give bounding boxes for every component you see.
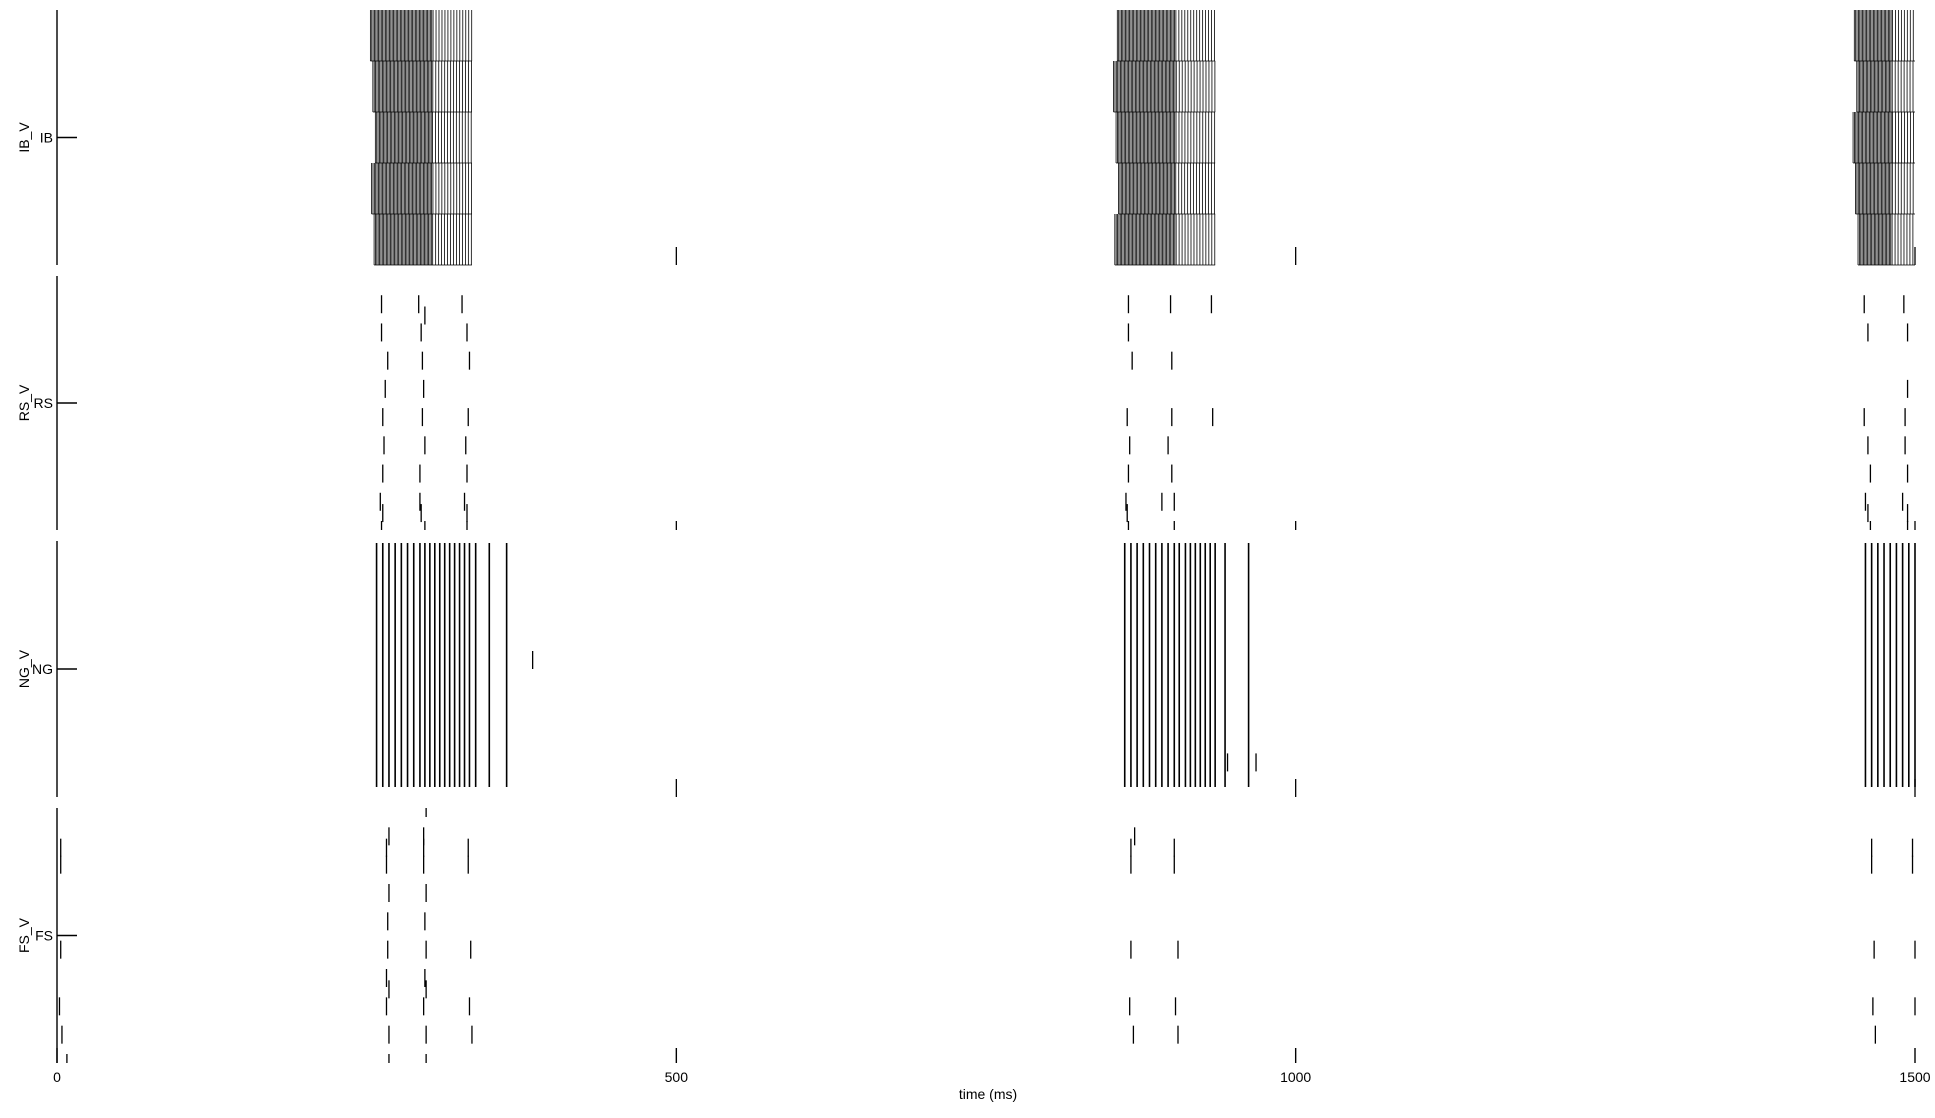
x-axis: 0 500 1000 1500 (53, 1048, 1931, 1085)
panel-ib: IB IB_V (16, 10, 1916, 266)
y-tick-label: RS (34, 395, 53, 411)
y-tick-label: IB (40, 130, 53, 146)
x-tick-label: 1000 (1280, 1069, 1311, 1085)
spike-burst (1852, 10, 1915, 266)
x-tick-label: 500 (665, 1069, 689, 1085)
spike-burst (369, 10, 473, 266)
y-tick-label: NG (32, 661, 53, 677)
y-tick-label: FS (35, 928, 53, 944)
x-axis-label: time (ms) (959, 1086, 1017, 1102)
x-tick-label: 1500 (1899, 1069, 1930, 1085)
x-tick-label: 0 (53, 1069, 61, 1085)
y-axis-label: FS_V (16, 917, 32, 953)
y-axis-label: RS_V (16, 384, 32, 421)
y-axis-label: NG_V (16, 649, 32, 688)
spike-burst (1113, 10, 1216, 266)
y-axis-label: IB_V (16, 122, 32, 153)
